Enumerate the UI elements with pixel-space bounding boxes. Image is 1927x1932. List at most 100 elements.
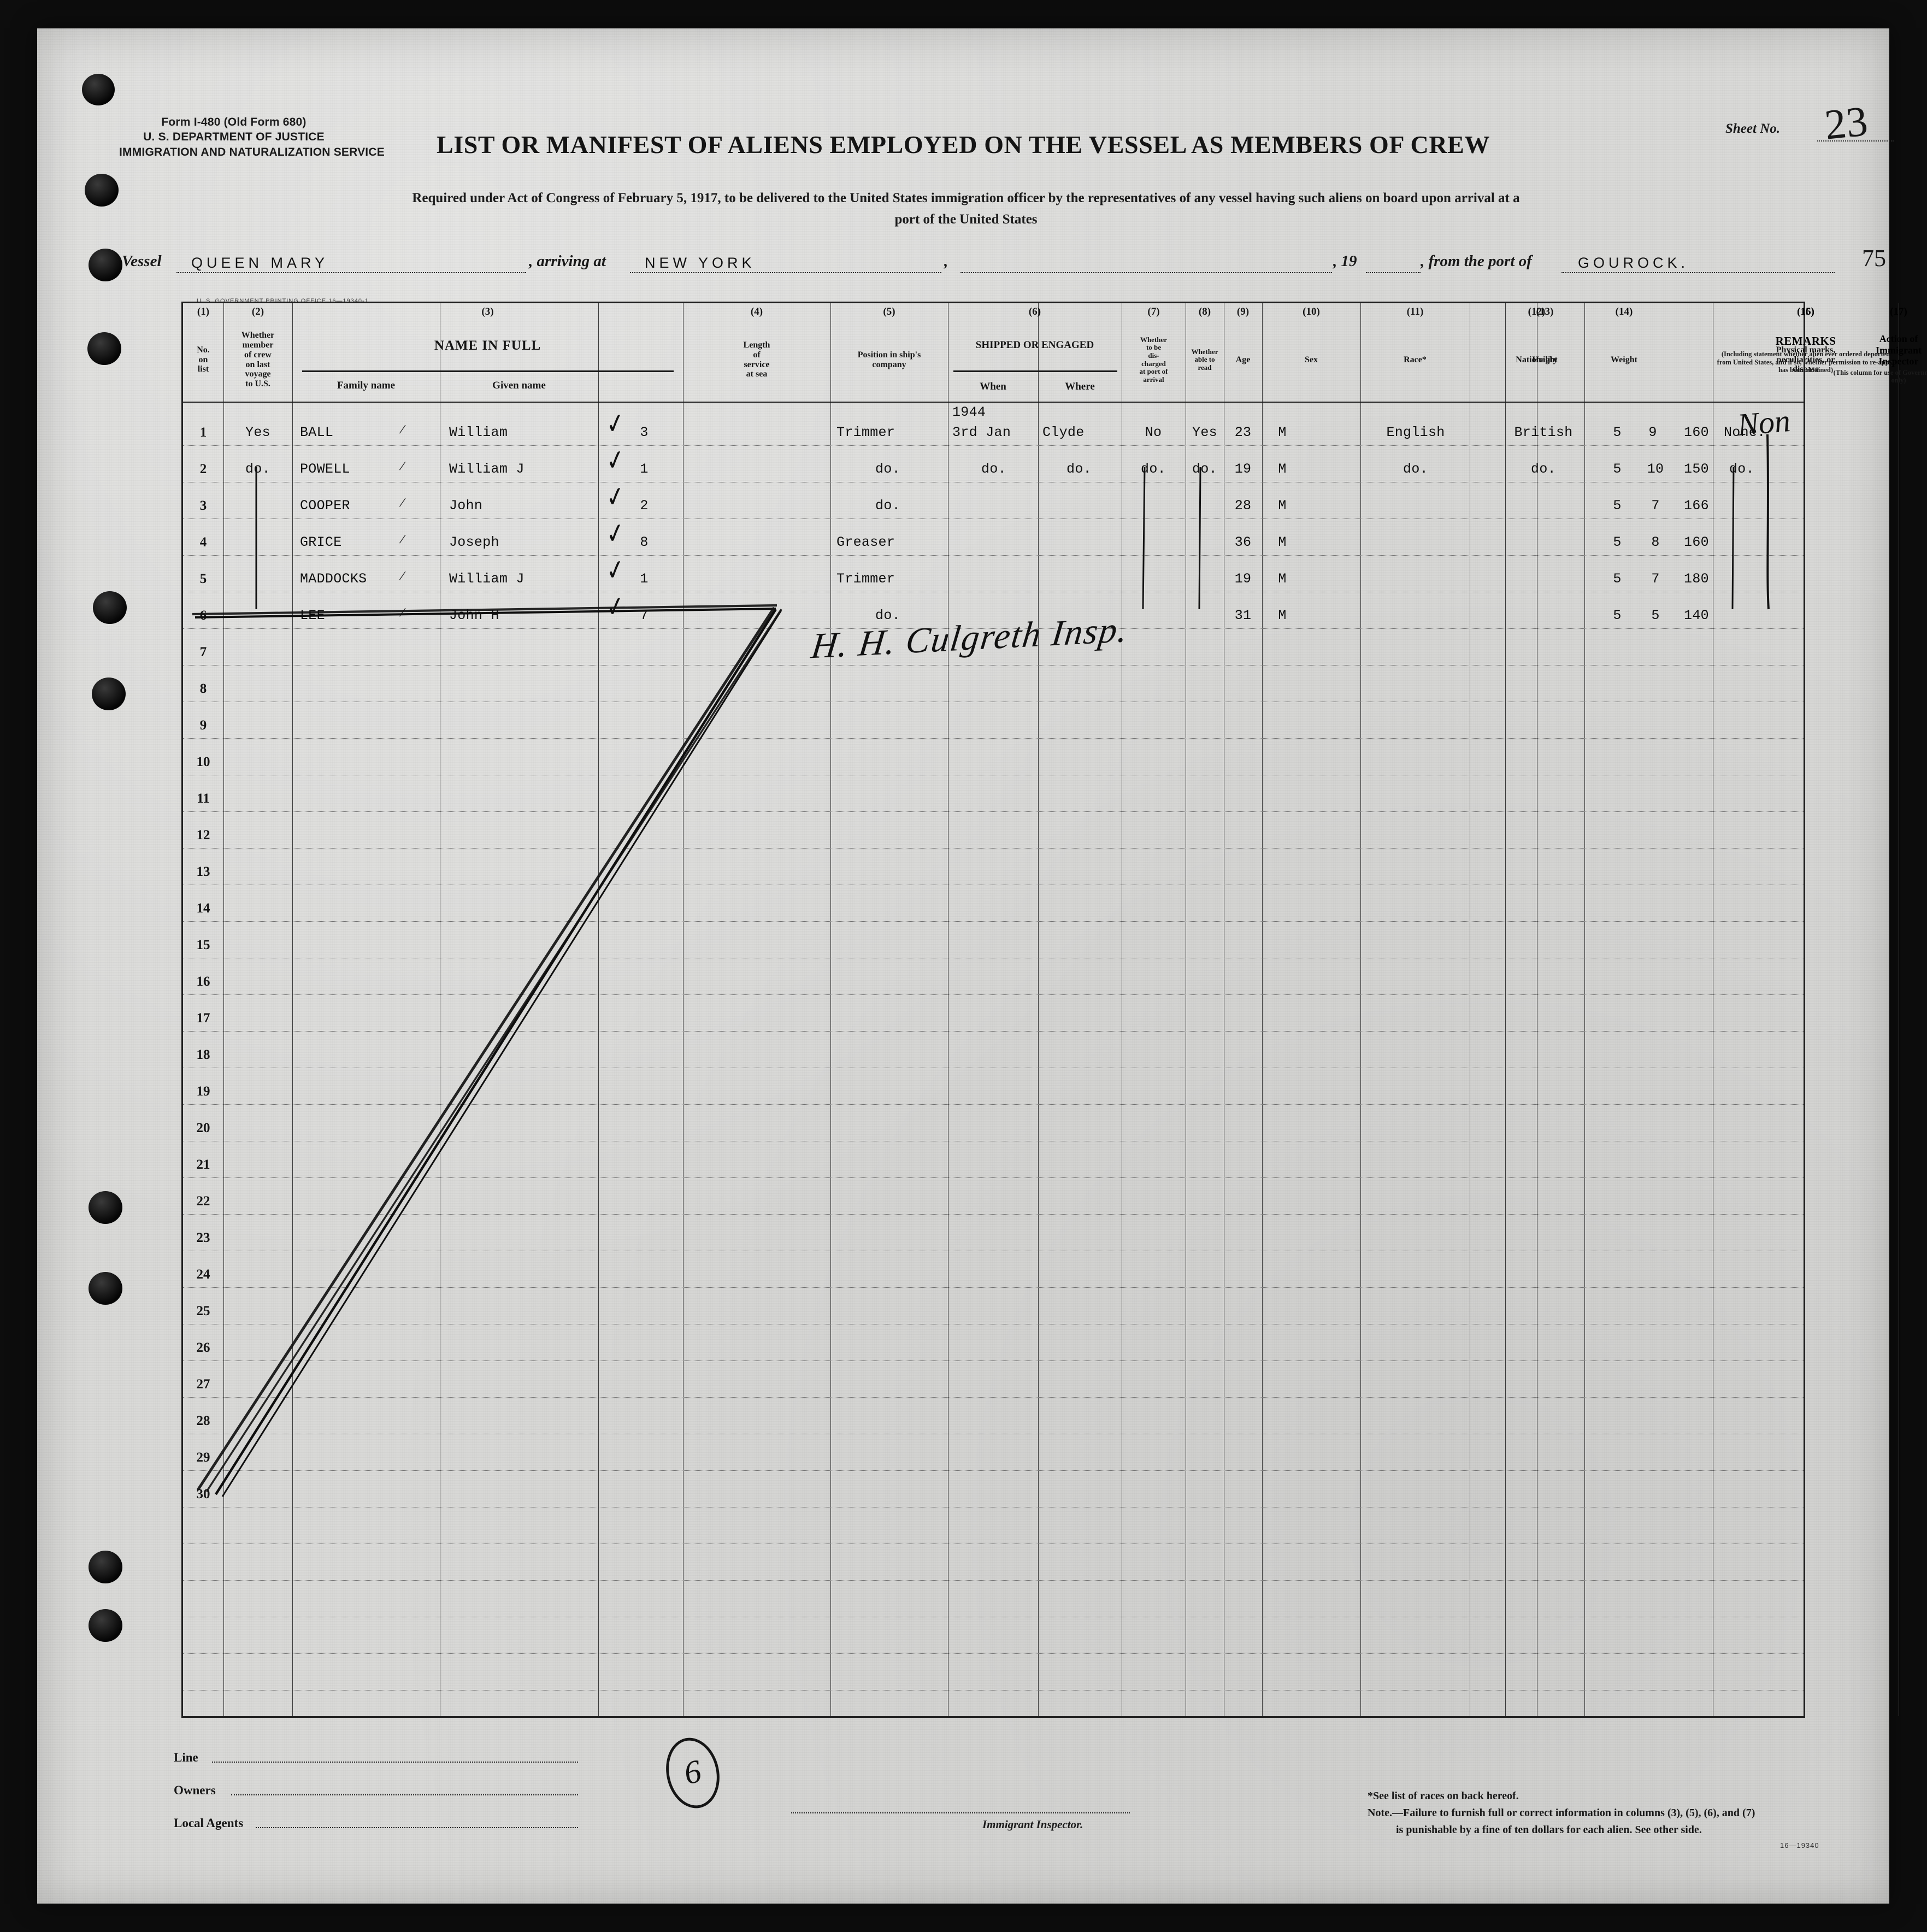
check-mark-icon: ✓ (604, 444, 627, 478)
col-6-where-subtitle: Where (1065, 381, 1095, 392)
cell-height-feet: 5 (1613, 571, 1622, 587)
punch-hole (89, 1551, 122, 1583)
line-rule (212, 1762, 578, 1763)
col-header-10: (10) Sex (1262, 303, 1360, 402)
cell-member-last-voyage: Yes (245, 425, 270, 440)
col-title: Position in ship's company (857, 350, 921, 369)
row-rule-4 (183, 555, 1804, 556)
col-rule-10 (1262, 303, 1263, 1716)
cell-length-service: 7 (640, 608, 649, 623)
row-rule-22 (183, 1214, 1804, 1215)
header-bottom-rule (183, 402, 1804, 403)
cell-sex: M (1278, 608, 1287, 623)
cell-physical-marks: do. (1729, 461, 1754, 477)
punch-hole (93, 591, 127, 624)
form-identification-block: Form I-480 (Old Form 680) U. S. DEPARTME… (119, 115, 385, 160)
col-3-group-title: NAME IN FULL (434, 338, 541, 353)
row-number: 2 (199, 462, 207, 476)
row-number: 12 (196, 828, 210, 843)
cell-length-service: 1 (640, 461, 649, 477)
vessel-rule (176, 272, 526, 273)
cell-nationality: British (1514, 425, 1573, 440)
row-rule-19 (183, 1104, 1804, 1105)
cell-weight: 180 (1684, 571, 1709, 587)
col-rule-6b (1038, 303, 1039, 1716)
col-header-2: (2) Whether member of crew on last voyage to … (223, 303, 292, 402)
row-rule-14 (183, 921, 1804, 922)
local-agents-label: Local Agents (174, 1816, 244, 1830)
cell-weight: 166 (1684, 498, 1709, 514)
cell-weight: 160 (1684, 534, 1709, 550)
col-number: (5) (883, 306, 895, 317)
punch-hole (85, 174, 119, 207)
form-id-line-2: U. S. DEPARTMENT OF JUSTICE (143, 131, 325, 144)
cell-shipped-year: 1944 (952, 404, 986, 420)
cell-age: 31 (1234, 608, 1252, 623)
row-rule-26 (183, 1360, 1804, 1361)
sheet-number-value: 23 (1822, 97, 1870, 149)
check-mark-icon: ✓ (604, 590, 627, 625)
local-agents-rule (256, 1827, 578, 1828)
vessel-value: QUEEN MARY (191, 255, 329, 271)
cell-given-name: William (449, 425, 508, 440)
vessel-label: Vessel (122, 252, 162, 270)
col-title: Sex (1305, 355, 1318, 364)
col-3-given-subtitle: Given name (492, 380, 546, 391)
cell-age: 28 (1234, 498, 1252, 514)
name-slash: / (398, 494, 407, 511)
cell-height-inches: 7 (1651, 571, 1660, 587)
row-number: 19 (196, 1084, 210, 1099)
check-mark-icon: ✓ (604, 407, 627, 441)
form-id-line-1: Form I-480 (Old Form 680) (161, 116, 307, 128)
cell-height-feet: 5 (1613, 461, 1622, 477)
cell-shipped-when: 3rd Jan (952, 425, 1011, 440)
row-number: 24 (196, 1267, 210, 1282)
inspector-signature-rule (791, 1812, 1130, 1813)
print-code: 16—19340 (1780, 1841, 1819, 1849)
row-number: 13 (196, 864, 210, 879)
col-header-7: (7) Whether to be dis-charged at port of arr… (1122, 303, 1186, 402)
remarks-handwritten-initial: Non (1736, 402, 1792, 443)
col-title: Whether member of crew on last voyage to U.S. (241, 330, 275, 389)
manifest-sheet: Form I-480 (Old Form 680) U. S. DEPARTME… (37, 28, 1927, 1904)
cell-position: Greaser (836, 534, 895, 550)
arriving-label: , arriving at (529, 252, 606, 270)
col-number: (11) (1406, 306, 1424, 317)
row-number: 27 (196, 1377, 210, 1392)
row-rule-29 (183, 1470, 1804, 1471)
cell-sex: M (1278, 534, 1287, 550)
col-3-group-rule (302, 370, 674, 372)
races-footnote: *See list of races on back hereof. (1368, 1790, 1519, 1802)
from-port-value: GOUROCK. (1578, 255, 1689, 271)
col-17-note: (This column for use of Government offic… (1833, 368, 1927, 385)
cell-shipped-where: Clyde (1042, 425, 1085, 440)
cell-able-read: do. (1192, 461, 1217, 477)
row-rule-34 (183, 1653, 1804, 1654)
col-rule-11 (1360, 303, 1361, 1716)
col-title: Nationality (1516, 355, 1558, 364)
col-number: (16) (1797, 306, 1814, 317)
col-title: Physical marks, peculiarities, or disease (1776, 345, 1836, 374)
col-header-12: (12) Nationality (1470, 303, 1604, 402)
row-number: 8 (199, 681, 207, 696)
col-title: Age (1235, 355, 1251, 364)
page-number: 75 (1862, 245, 1886, 272)
punch-hole (89, 249, 122, 281)
row-rule-27 (183, 1397, 1804, 1398)
col-header-9: (9) Age (1224, 303, 1262, 402)
owners-rule (231, 1794, 578, 1795)
check-mark-icon: ✓ (604, 553, 627, 588)
cell-age: 19 (1234, 571, 1252, 587)
col-title: Weight (1611, 355, 1637, 364)
cell-position: do. (875, 498, 900, 514)
col-header-4: (4) Length of service at sea (683, 303, 830, 402)
cell-shipped-when: do. (981, 461, 1006, 477)
row-rule-17 (183, 1031, 1804, 1032)
col-number: (3) (481, 306, 494, 317)
circled-number-value: 6 (681, 1752, 705, 1792)
cell-physical-marks: None. (1724, 425, 1766, 440)
from-port-rule (1561, 272, 1835, 273)
row-number: 11 (197, 791, 210, 806)
row-number: 7 (199, 645, 207, 659)
penalty-note-line-1: Note.—Failure to furnish full or correct… (1368, 1807, 1755, 1819)
